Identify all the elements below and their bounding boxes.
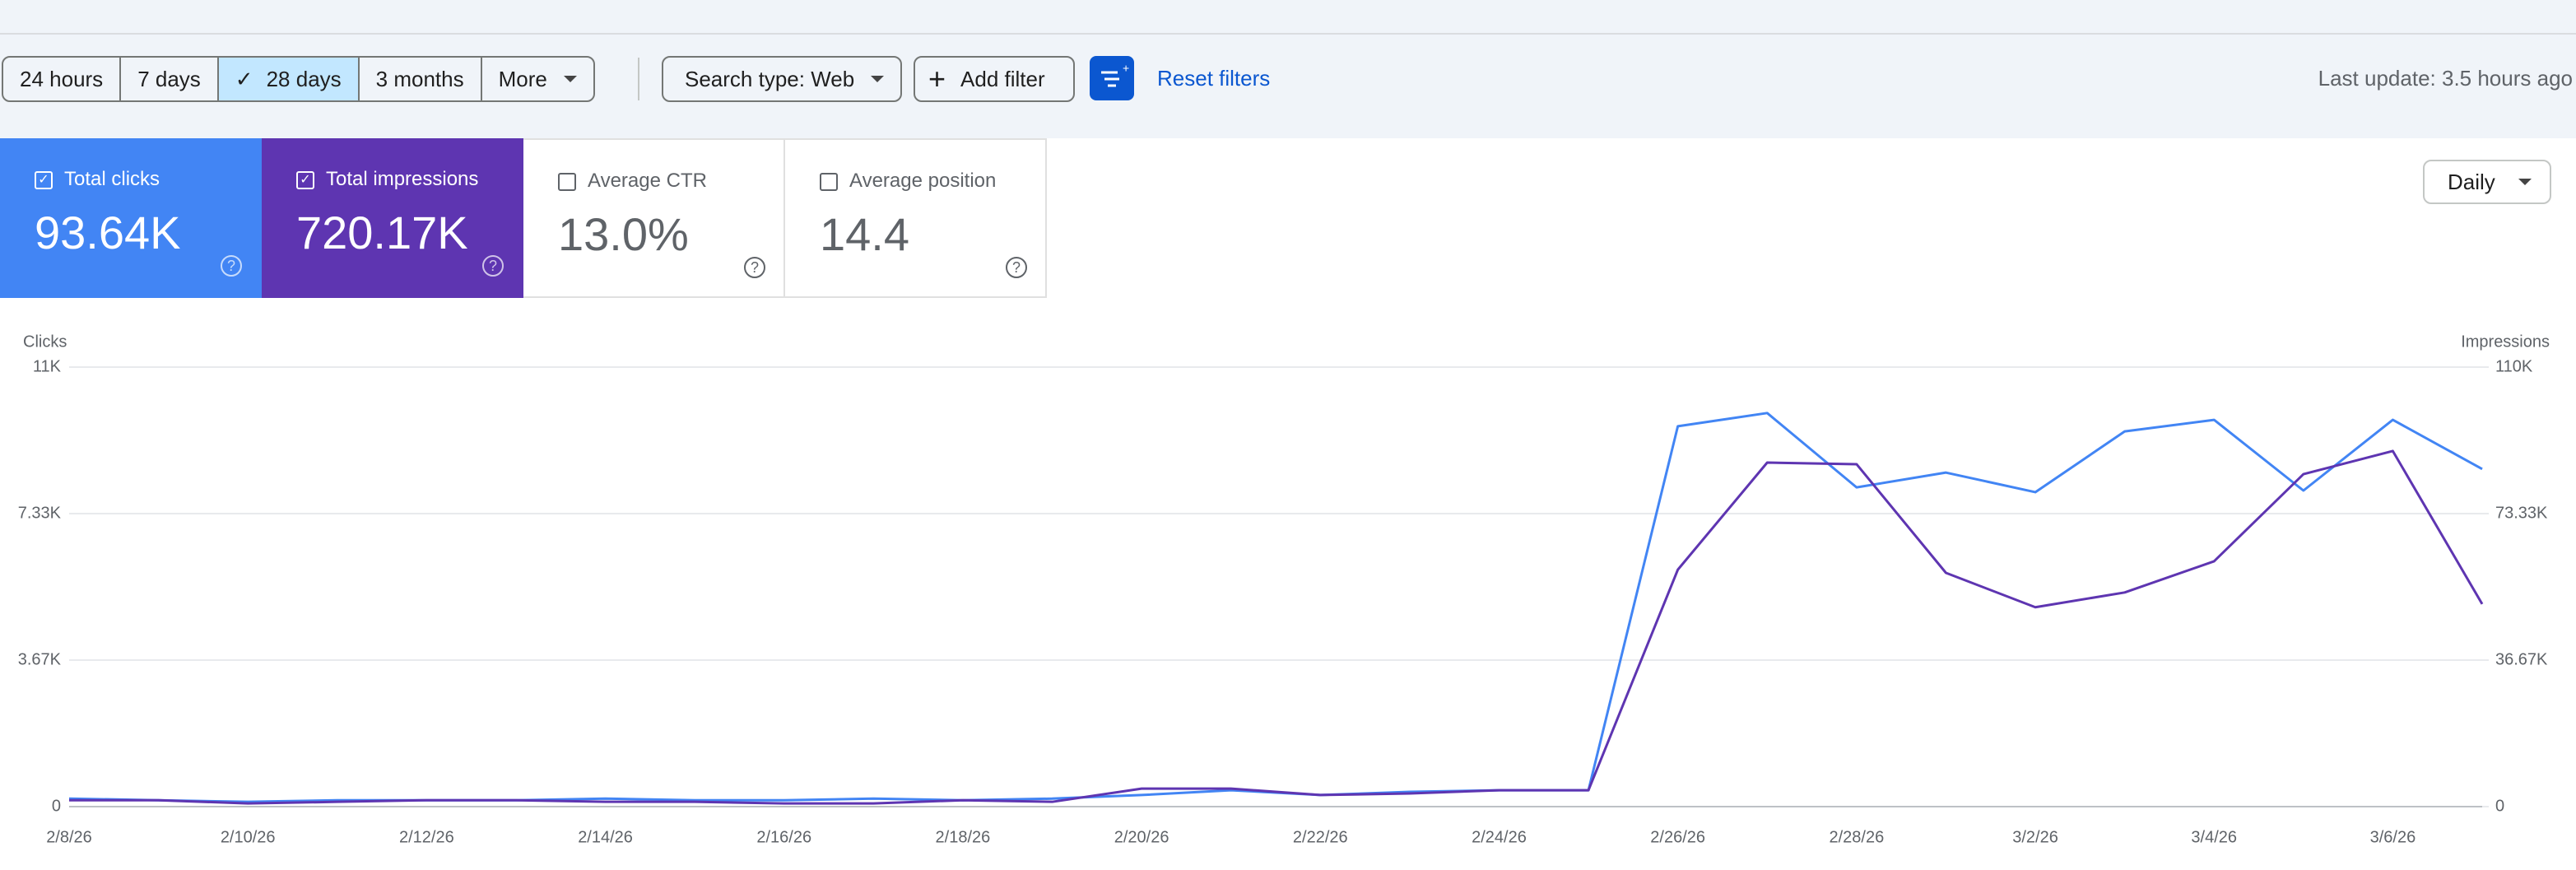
y-tick-label: 7.33K <box>18 504 62 522</box>
add-filter-label: Add filter <box>960 66 1045 91</box>
x-tick-label: 2/8/26 <box>46 828 92 846</box>
add-filter-button[interactable]: + Add filter <box>914 56 1075 102</box>
x-tick-label: 2/18/26 <box>936 828 991 846</box>
date-range-button[interactable]: 3 months <box>360 58 482 100</box>
metric-label: Total impressions <box>326 168 479 190</box>
caret <box>2518 179 2532 185</box>
y2-tick-label: 110K <box>2495 357 2533 375</box>
help-icon: ? <box>744 257 765 278</box>
metric-card[interactable]: Average position 14.4? <box>785 138 1047 298</box>
caret <box>871 76 885 82</box>
x-tick-label: 2/16/26 <box>756 828 811 846</box>
x-tick-label: 2/12/26 <box>399 828 454 846</box>
search-type-label: Search type: Web <box>685 66 855 91</box>
x-tick-label: 2/20/26 <box>1114 828 1169 846</box>
metric-value: 14.4 <box>820 208 909 260</box>
date-range-label: More <box>498 66 547 91</box>
x-tick-label: 3/6/26 <box>2370 828 2416 846</box>
metric-card[interactable]: Average CTR 13.0%? <box>523 138 785 298</box>
check-icon: ✓ <box>235 66 253 91</box>
metric-label: Average CTR <box>588 170 707 192</box>
x-tick-label: 3/2/26 <box>2012 828 2058 846</box>
checkbox <box>820 173 838 191</box>
y-axis-title: Clicks <box>23 333 67 351</box>
x-tick-label: 3/4/26 <box>2191 828 2237 846</box>
metric-value: 720.17K <box>296 207 468 258</box>
date-range-button[interactable]: ✓ 28 days <box>218 58 360 100</box>
metric-card[interactable]: ✓ Total impressions 720.17K? <box>262 138 523 298</box>
divider <box>0 33 2576 35</box>
x-tick-label: 2/26/26 <box>1650 828 1705 846</box>
y2-tick-label: 36.67K <box>2495 650 2548 668</box>
svg-text:+: + <box>1123 62 1129 75</box>
help-icon: ? <box>482 255 504 277</box>
metric-label: Average position <box>849 170 997 192</box>
search-type-button[interactable]: Search type: Web <box>662 56 902 102</box>
filter-icon-button[interactable]: + <box>1090 56 1134 100</box>
y2-tick-label: 0 <box>2495 797 2504 815</box>
date-range-label: 28 days <box>266 66 342 91</box>
x-tick-label: 2/14/26 <box>578 828 633 846</box>
help-icon: ? <box>1006 257 1027 278</box>
granularity-dropdown[interactable]: Daily <box>2423 160 2551 204</box>
checkbox: ✓ <box>35 171 53 189</box>
checkbox <box>558 173 576 191</box>
metric-label: Total clicks <box>64 168 160 190</box>
y2-axis-title: Impressions <box>2461 333 2550 351</box>
help-icon: ? <box>221 255 242 277</box>
metric-card[interactable]: ✓ Total clicks 93.64K? <box>0 138 262 298</box>
y-tick-label: 0 <box>52 797 61 815</box>
x-tick-label: 2/24/26 <box>1472 828 1527 846</box>
caret <box>563 76 577 82</box>
checkbox: ✓ <box>296 171 314 189</box>
date-range-button[interactable]: More <box>482 58 593 100</box>
date-range-label: 7 days <box>137 66 201 91</box>
y-tick-label: 3.67K <box>18 650 62 668</box>
separator <box>638 58 639 100</box>
metric-value: 93.64K <box>35 207 181 258</box>
metric-value: 13.0% <box>558 208 689 260</box>
chart: Clicks Impressions 0 3.67K 7.33K 11K 0 36.67K… <box>18 333 2550 846</box>
x-tick-label: 2/28/26 <box>1829 828 1884 846</box>
x-tick-label: 2/10/26 <box>221 828 276 846</box>
last-update: Last update: 3.5 hours ago <box>2318 66 2573 91</box>
series-line <box>69 449 2484 805</box>
x-tick-label: 2/22/26 <box>1293 828 1348 846</box>
date-range-button[interactable]: 24 hours <box>3 58 122 100</box>
filter-icon: + <box>1101 62 1129 87</box>
granularity-label: Daily <box>2448 169 2495 194</box>
plus-icon: + <box>928 62 946 95</box>
y-tick-label: 11K <box>33 357 62 375</box>
y2-tick-label: 73.33K <box>2495 504 2548 522</box>
reset-filters-link[interactable]: Reset filters <box>1157 66 1271 91</box>
date-range-group: 24 hours 7 days ✓ 28 days 3 months More <box>2 56 595 102</box>
date-range-button[interactable]: 7 days <box>121 58 219 100</box>
date-range-label: 24 hours <box>20 66 104 91</box>
series-line <box>68 412 2483 803</box>
date-range-label: 3 months <box>375 66 464 91</box>
